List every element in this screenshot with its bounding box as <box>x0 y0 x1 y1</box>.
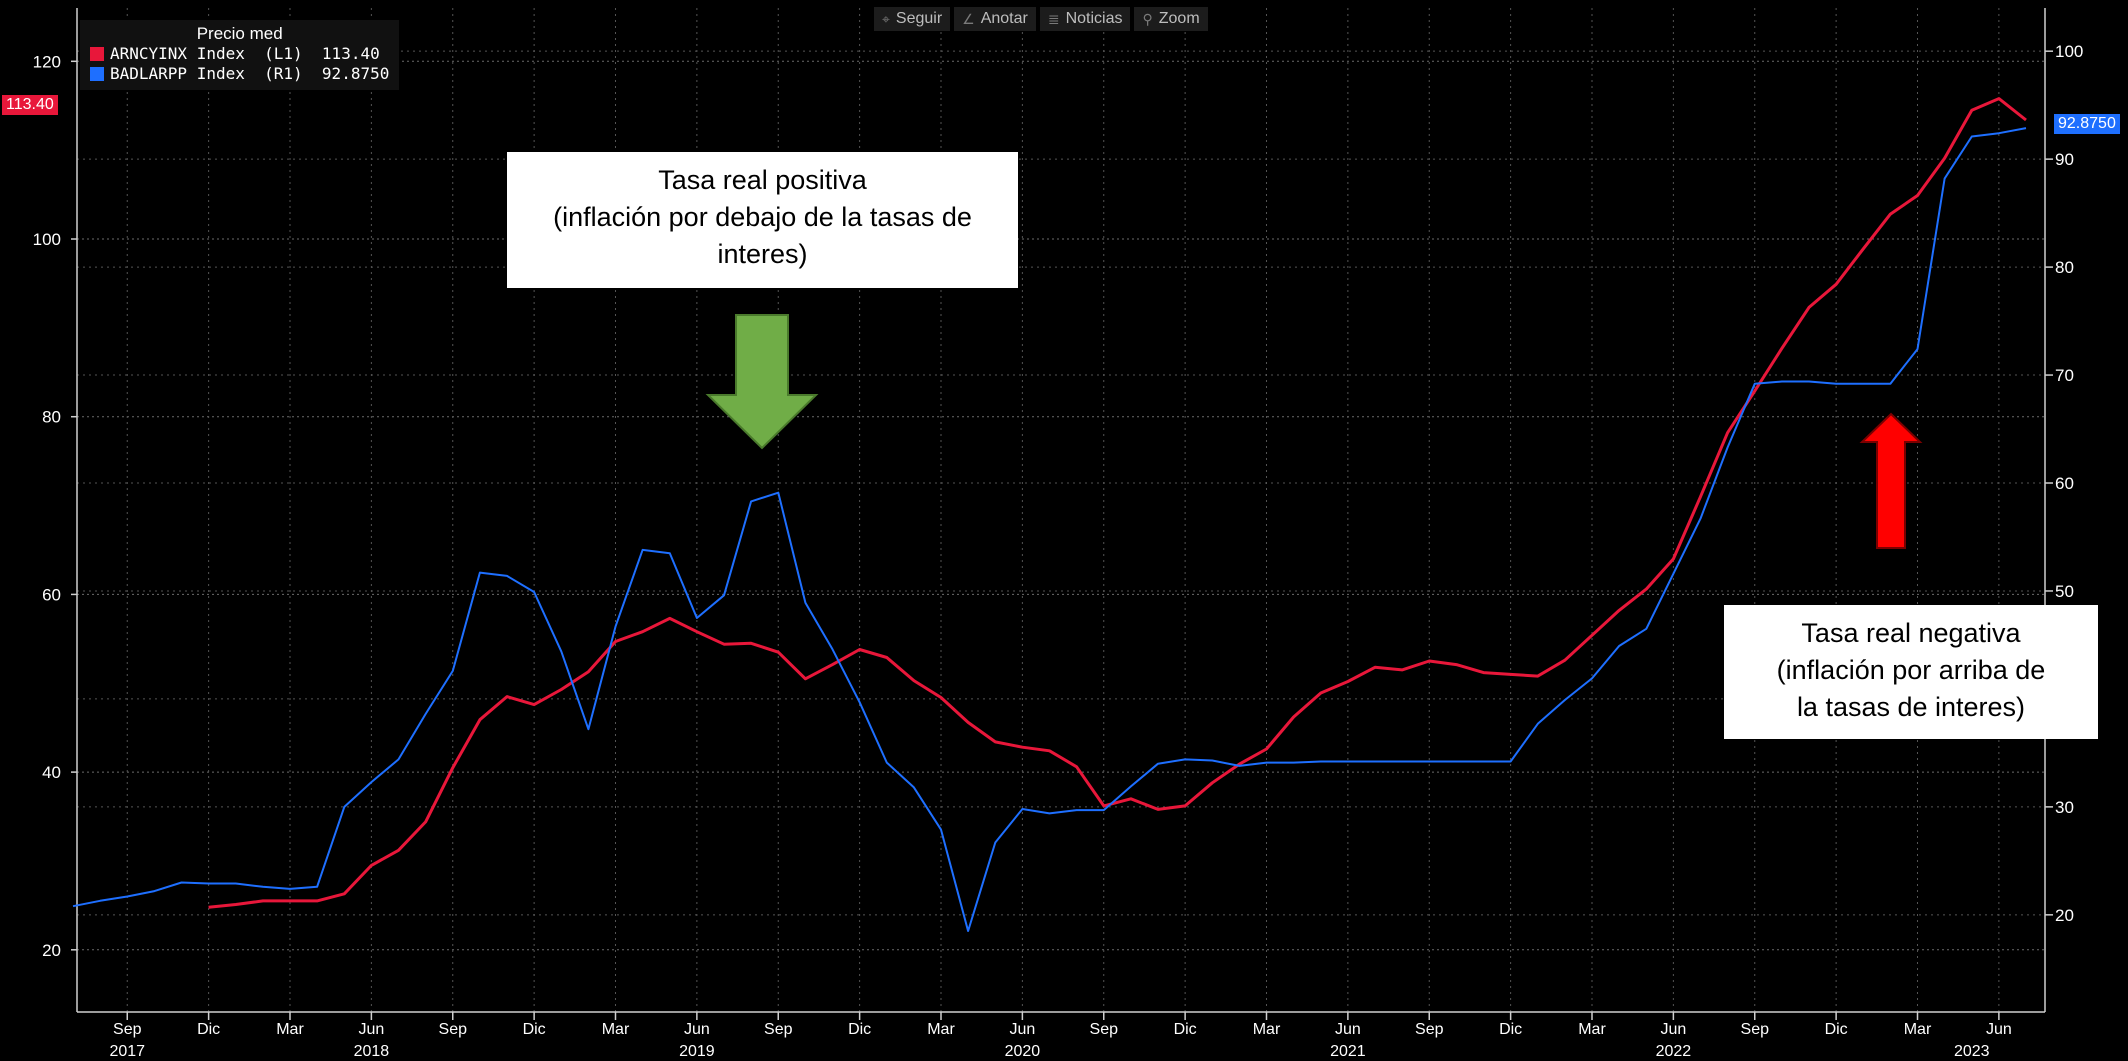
left-tick-label-120: 120 <box>33 52 61 71</box>
right-tick-label-80: 80 <box>2055 258 2074 277</box>
left-tick-label-20: 20 <box>42 941 61 960</box>
noticias-button[interactable]: ≣ Noticias <box>1039 7 1131 31</box>
x-tick-label-2018-12: Dic <box>523 1021 546 1038</box>
x-tick-label-2021-06: Jun <box>1335 1021 1361 1038</box>
legend-label-arncyinx: ARNCYINX Index (L1) 113.40 <box>110 44 380 63</box>
right-tick-label-70: 70 <box>2055 366 2074 385</box>
right-last-value-tag: 92.8750 <box>2054 114 2120 134</box>
x-tick-label-2019-03: Mar <box>602 1021 630 1038</box>
callout-negative-line-1: Tasa real negativa <box>1801 618 2021 648</box>
x-year-label-2021: 2021 <box>1330 1043 1366 1060</box>
x-tick-label-2023-03: Mar <box>1904 1021 1932 1038</box>
x-tick-label-2023-06: Jun <box>1986 1021 2012 1038</box>
legend-swatch-red <box>90 47 104 61</box>
callout-negative-line-2: (inflación por arriba de <box>1776 655 2046 685</box>
x-tick-label-2019-06: Jun <box>684 1021 710 1038</box>
x-tick-label-2022-03: Mar <box>1578 1021 1606 1038</box>
callout-negative-line-3: la tasas de interes) <box>1796 692 2026 722</box>
right-tick-label-30: 30 <box>2055 798 2074 817</box>
left-tick-label-60: 60 <box>42 585 61 604</box>
x-tick-label-2018-06: Jun <box>358 1021 384 1038</box>
series-line-badlarpp <box>72 127 2027 932</box>
chart-series <box>72 97 2027 932</box>
seguir-label: Seguir <box>895 10 943 27</box>
x-tick-label-2017-12: Dic <box>197 1021 220 1038</box>
legend-label-badlarpp: BADLARPP Index (R1) 92.8750 <box>110 64 390 83</box>
legend-swatch-blue <box>90 67 104 81</box>
callout-tasa-real-negativa: Tasa real negativa (inflación por arriba… <box>1724 605 2098 739</box>
right-tick-label-20: 20 <box>2055 906 2074 925</box>
callout-tasa-real-positiva: Tasa real positiva (inflación por debajo… <box>507 152 1018 288</box>
x-year-label-2019: 2019 <box>679 1043 715 1060</box>
seguir-button[interactable]: ⌖ Seguir <box>874 7 951 31</box>
left-tick-label-100: 100 <box>33 230 61 249</box>
chart-axes <box>76 8 2046 1013</box>
callout-positive-line-1: Tasa real positiva <box>658 165 867 195</box>
anotar-label: Anotar <box>980 10 1028 27</box>
right-tick-label-50: 50 <box>2055 582 2074 601</box>
left-tick-label-80: 80 <box>42 408 61 427</box>
left-axis-ticks: 20 40 60 80 100 120 <box>33 52 77 960</box>
chart-legend: Precio med ARNCYINX Index (L1) 113.40 BA… <box>80 20 400 90</box>
right-tick-label-90: 90 <box>2055 150 2074 169</box>
up-arrow-icon <box>1859 412 1923 549</box>
left-last-value-tag: 113.40 <box>2 95 58 115</box>
down-arrow-icon <box>705 314 819 450</box>
callout-positive-line-3: interes) <box>717 239 808 269</box>
x-tick-label-2021-12: Dic <box>1499 1021 1522 1038</box>
x-axis-ticks: Sep Dic Mar Jun Sep Dic Mar Jun Sep Dic Mar Jun Sep D… <box>109 1012 2012 1060</box>
zoom-icon: ⚲ <box>1142 10 1153 27</box>
x-tick-label-2021-09: Sep <box>1415 1021 1444 1038</box>
x-year-label-2023: 2023 <box>1954 1043 1990 1060</box>
x-tick-label-2018-09: Sep <box>439 1021 468 1038</box>
crosshair-icon: ⌖ <box>882 10 890 27</box>
callout-positive-line-2: (inflación por debajo de la tasas de <box>553 202 972 232</box>
x-year-label-2020: 2020 <box>1005 1043 1041 1060</box>
zoom-button[interactable]: ⚲ Zoom <box>1134 7 1208 31</box>
right-tick-label-60: 60 <box>2055 474 2074 493</box>
x-tick-label-2020-06: Jun <box>1009 1021 1035 1038</box>
zoom-label: Zoom <box>1158 10 1200 27</box>
x-tick-label-2022-09: Sep <box>1741 1021 1770 1038</box>
x-tick-label-2019-12: Dic <box>848 1021 871 1038</box>
chart-toolbar: ⌖ Seguir ∠ Anotar ≣ Noticias ⚲ Zoom <box>874 7 1208 31</box>
x-year-label-2022: 2022 <box>1656 1043 1692 1060</box>
x-tick-label-2017-09: Sep <box>113 1021 142 1038</box>
noticias-label: Noticias <box>1065 10 1123 27</box>
anotar-button[interactable]: ∠ Anotar <box>954 7 1036 31</box>
legend-entry-arncyinx[interactable]: ARNCYINX Index (L1) 113.40 <box>90 44 389 64</box>
x-tick-label-2020-03: Mar <box>927 1021 955 1038</box>
right-tick-label-100: 100 <box>2055 42 2083 61</box>
x-tick-label-2019-09: Sep <box>764 1021 793 1038</box>
right-axis-ticks: 2030405060708090100 <box>2045 42 2083 925</box>
x-year-label-2018: 2018 <box>354 1043 390 1060</box>
x-tick-label-2022-12: Dic <box>1825 1021 1848 1038</box>
x-tick-label-2020-09: Sep <box>1090 1021 1119 1038</box>
legend-entry-badlarpp[interactable]: BADLARPP Index (R1) 92.8750 <box>90 64 389 84</box>
legend-title: Precio med <box>196 24 283 43</box>
series-line-arncyinx <box>208 97 2027 909</box>
news-icon: ≣ <box>1047 10 1060 27</box>
left-tick-label-40: 40 <box>42 763 61 782</box>
annotation-arrows <box>705 314 1923 549</box>
annotate-icon: ∠ <box>962 10 975 27</box>
x-year-label-2017: 2017 <box>109 1043 145 1060</box>
chart-grid <box>77 8 2045 1012</box>
x-tick-label-2021-03: Mar <box>1253 1021 1281 1038</box>
x-tick-label-2020-12: Dic <box>1174 1021 1197 1038</box>
x-tick-label-2018-03: Mar <box>276 1021 304 1038</box>
x-tick-label-2022-06: Jun <box>1660 1021 1686 1038</box>
